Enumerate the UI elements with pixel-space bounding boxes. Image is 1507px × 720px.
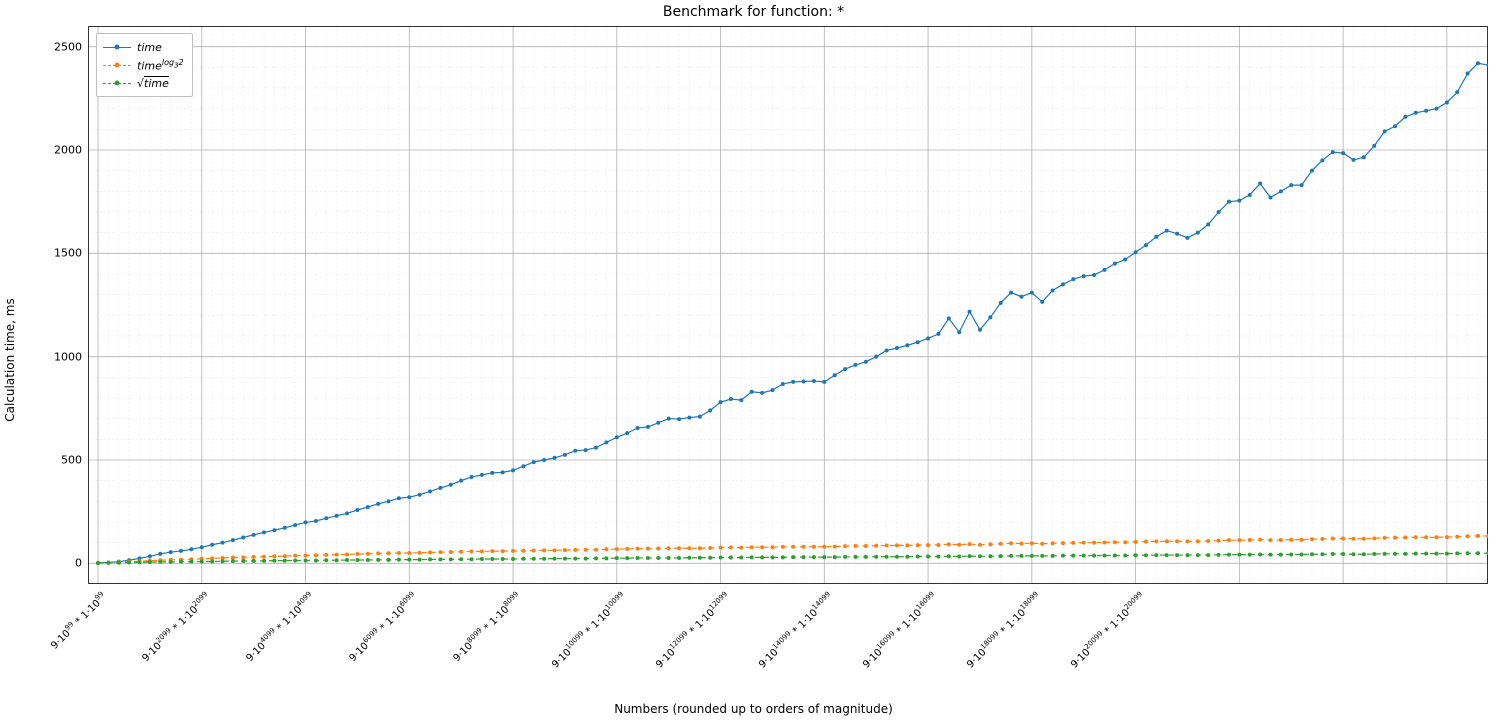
legend-swatch (103, 60, 131, 70)
legend-item-time_log32: timelog32 (103, 56, 184, 74)
plot-svg (88, 26, 1488, 584)
xtick-label: 9·1016099 * 1·1016099 (859, 590, 939, 670)
legend-label: time (137, 41, 162, 54)
xtick-label: 9·1018099 * 1·1018099 (963, 590, 1043, 670)
ytick-label: 1500 (54, 247, 82, 260)
legend: time timelog32 √time (96, 33, 193, 97)
xtick-label: 9·108099 * 1·108099 (450, 590, 524, 664)
legend-item-sqrt_time: √time (103, 74, 184, 92)
xtick-label: 9·102099 * 1·102099 (139, 590, 213, 664)
x-axis-label: Numbers (rounded up to orders of magnitu… (0, 702, 1507, 716)
xtick-label: 9·1020099 * 1·1020099 (1067, 590, 1147, 670)
legend-swatch (103, 42, 131, 52)
ytick-label: 2500 (54, 40, 82, 53)
y-axis-label: Calculation time, ms (3, 298, 17, 421)
ytick-label: 2000 (54, 144, 82, 157)
xtick-label: 9·1099 * 1·1099 (48, 590, 110, 652)
legend-label: timelog32 (137, 58, 184, 73)
xtick-label: 9·106099 * 1·106099 (346, 590, 420, 664)
chart-title: Benchmark for function: * (0, 4, 1507, 20)
ytick-label: 1000 (54, 350, 82, 363)
benchmark-chart: Benchmark for function: * Calculation ti… (0, 0, 1507, 720)
xtick-label: 9·1012099 * 1·1012099 (652, 590, 732, 670)
legend-swatch (103, 78, 131, 88)
xtick-label: 9·104099 * 1·104099 (242, 590, 316, 664)
xtick-label: 9·1010099 * 1·1010099 (548, 590, 628, 670)
plot-area: 05001000150020002500 9·1099 * 1·10999·10… (88, 26, 1488, 584)
legend-label: √time (137, 77, 169, 90)
xtick-label: 9·1014099 * 1·1014099 (756, 590, 836, 670)
ytick-label: 500 (61, 454, 82, 467)
legend-item-time: time (103, 38, 184, 56)
ytick-label: 0 (75, 557, 82, 570)
